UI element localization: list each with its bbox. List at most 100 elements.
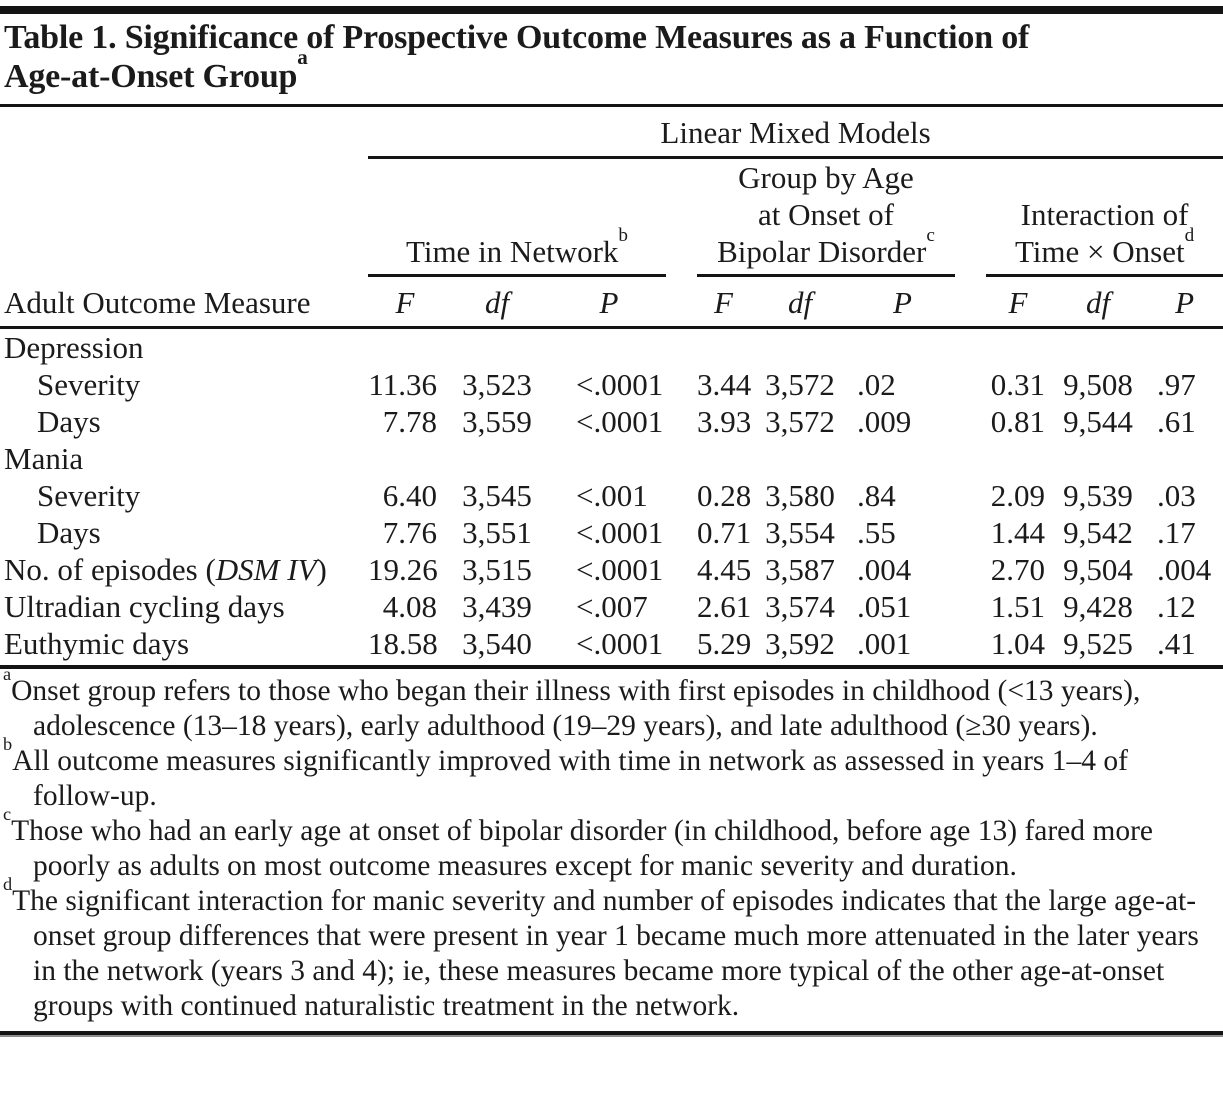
column-header-row: Adult Outcome Measure F df P F df P F df…: [0, 275, 1223, 329]
cell-group-by-onset-p: [850, 327, 955, 366]
row-label-part: Mania: [4, 440, 84, 476]
column-spacer: [666, 588, 697, 625]
cell-group-by-onset-p: .02: [857, 366, 896, 402]
group-header-group-by-onset: Group by Age at Onset of Bipolar Disorde…: [697, 157, 955, 277]
footnote-marker: d: [3, 873, 13, 894]
cell-group-by-onset-f: 4.45: [697, 551, 752, 587]
group-footnote-marker-d: d: [1184, 224, 1195, 246]
row-label: Ultradian cycling days: [0, 588, 368, 625]
group-footnote-marker-b: b: [618, 224, 629, 246]
cell-group-by-onset-df: 3,554: [765, 514, 835, 550]
cell-time-in-network-p: [552, 327, 666, 366]
table-row: Days 7.78 3,559 <.0001 3.93 3,572 .009 0.81 9,54…: [0, 403, 1223, 440]
footnote-marker: c: [3, 803, 12, 824]
group-label: Group by Age at Onset of Bipolar Disorde…: [717, 159, 927, 269]
cell-group-by-onset-f: 0.28: [697, 477, 752, 513]
cell-time-in-network-p: <.0001: [576, 625, 664, 661]
footnote-c: cThose who had an early age at onset of …: [3, 803, 1154, 882]
cell-interaction-f: 0.31: [990, 366, 1045, 402]
cell-time-in-network-p: [552, 440, 666, 477]
row-label-part: ): [316, 551, 327, 587]
group-stub-empty: [0, 157, 368, 275]
cell-interaction-p: .41: [1157, 625, 1196, 661]
body-footnote-divider-rule: [0, 664, 1223, 669]
cell-interaction-df: 9,539: [1063, 477, 1133, 513]
footnote-b: bAll outcome measures significantly impr…: [3, 733, 1128, 812]
table-row: Days 7.76 3,551 <.0001 0.71 3,554 .55 1.44 9,542…: [0, 514, 1223, 551]
table-row: Ultradian cycling days 4.08 3,439 <.007 2.61…: [0, 588, 1223, 625]
column-spacer: [955, 588, 986, 625]
column-spacer: [666, 403, 697, 440]
column-spacer: [955, 625, 986, 662]
cell-interaction-p: .97: [1157, 366, 1196, 402]
cell-interaction-p: .17: [1157, 514, 1196, 550]
group-header-time-in-network: Time in Networkb: [368, 157, 666, 277]
cell-interaction-df: [1050, 440, 1146, 477]
cell-group-by-onset-p: .001: [857, 625, 912, 661]
group-header-row: Time in Networkb Group by Age at Onset o…: [0, 157, 1223, 277]
cell-group-by-onset-p: .55: [857, 514, 896, 550]
cell-interaction-f: 2.70: [990, 551, 1045, 587]
cell-time-in-network-df: 3,551: [462, 514, 532, 550]
column-spacer: [955, 440, 986, 477]
section-label: Depression: [0, 327, 368, 366]
cell-group-by-onset-p: .051: [857, 588, 912, 624]
column-spacer: [666, 477, 697, 514]
cell-interaction-df: 9,525: [1063, 625, 1133, 661]
row-label: Severity: [0, 477, 368, 514]
row-label: Days: [0, 403, 368, 440]
column-spacer: [955, 551, 986, 588]
column-spacer: [666, 514, 697, 551]
top-rule: [0, 6, 1223, 14]
section-label: Mania: [0, 440, 368, 477]
cell-time-in-network-df: [442, 440, 552, 477]
row-label-part: Ultradian cycling days: [4, 588, 285, 624]
cell-time-in-network-df: 3,523: [462, 366, 532, 402]
cell-group-by-onset-p: [850, 440, 955, 477]
cell-time-in-network-p: <.0001: [576, 403, 664, 439]
cell-interaction-df: 9,508: [1063, 366, 1133, 402]
cell-group-by-onset-f: 2.61: [697, 588, 752, 624]
group-header-interaction: Interaction of Time × Onsetd: [986, 157, 1223, 277]
cell-time-in-network-f: 7.76: [382, 514, 437, 550]
title-rule: [0, 103, 1223, 107]
column-spacer: [666, 327, 697, 366]
cell-group-by-onset-df: 3,572: [765, 403, 835, 439]
footnote-d: dThe significant interaction for manic s…: [3, 873, 1199, 1022]
row-label-part: No. of episodes (: [4, 551, 216, 587]
cell-group-by-onset-p: .84: [857, 477, 896, 513]
cell-time-in-network-f: 4.08: [382, 588, 437, 624]
cell-interaction-f: 0.81: [990, 403, 1045, 439]
footnote-a: aOnset group refers to those who began t…: [3, 663, 1141, 742]
row-label: Days: [0, 514, 368, 551]
cell-group-by-onset-p: .004: [857, 551, 912, 587]
cell-time-in-network-df: 3,439: [462, 588, 532, 624]
cell-group-by-onset-df: 3,592: [765, 625, 835, 661]
col-header-df: df: [442, 275, 552, 329]
column-spacer: [666, 275, 697, 329]
cell-group-by-onset-df: 3,574: [765, 588, 835, 624]
cell-group-by-onset-df: 3,580: [765, 477, 835, 513]
column-spacer: [666, 440, 697, 477]
spanner-linear-mixed-models: Linear Mixed Models: [368, 106, 1223, 159]
cell-time-in-network-p: <.007: [576, 588, 648, 624]
cell-interaction-p: .61: [1157, 403, 1196, 439]
cell-group-by-onset-df: [750, 440, 850, 477]
col-header-f: F: [368, 275, 442, 329]
cell-time-in-network-p: <.001: [576, 477, 648, 513]
row-label-part: Euthymic days: [4, 625, 190, 661]
table-row: Severity 6.40 3,545 <.001 0.28 3,580 .84 2.09 9,…: [0, 477, 1223, 514]
cell-interaction-p: [1146, 327, 1223, 366]
bottom-rule: [0, 1030, 1223, 1037]
col-header-f: F: [697, 275, 750, 329]
spanner-stub-empty: [0, 107, 368, 158]
cell-time-in-network-f: 11.36: [368, 366, 437, 402]
group-label: Interaction of Time × Onset: [1014, 196, 1189, 269]
table-row: Severity 11.36 3,523 <.0001 3.44 3,572 .02 0.31…: [0, 366, 1223, 403]
cell-interaction-f: 1.04: [990, 625, 1045, 661]
column-spacer: [955, 366, 986, 403]
col-header-df: df: [750, 275, 850, 329]
cell-group-by-onset-f: [697, 440, 750, 477]
column-spacer: [955, 327, 986, 366]
